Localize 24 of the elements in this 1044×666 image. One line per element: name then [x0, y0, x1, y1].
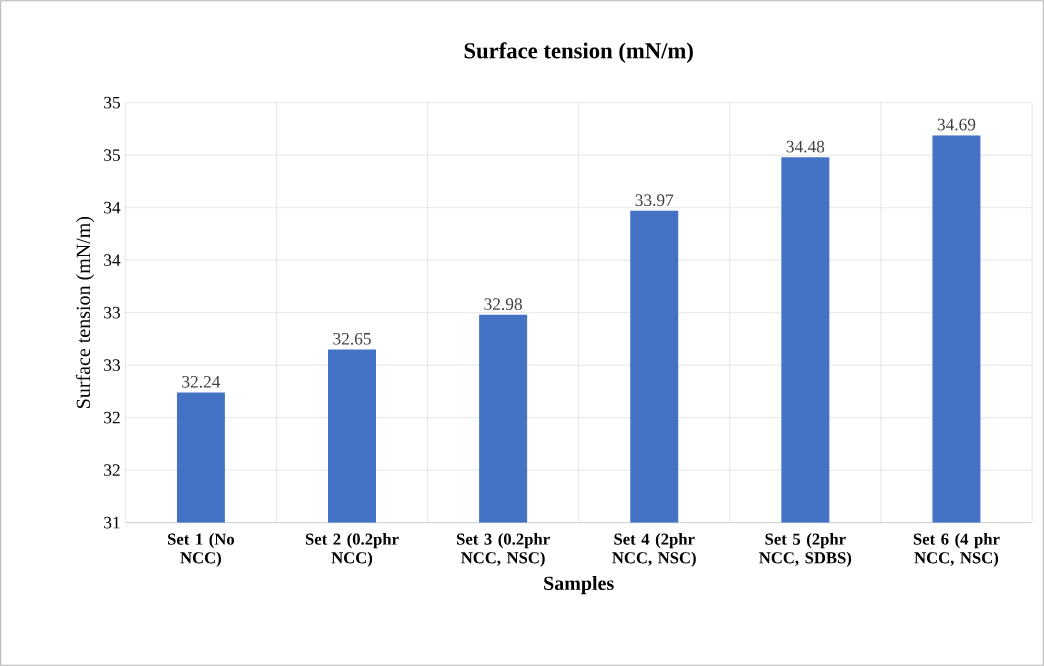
y-tick-label: 33 — [104, 359, 120, 371]
chart-title: Surface tension (mN/m) — [464, 42, 693, 64]
y-tick-label: 35 — [104, 96, 120, 109]
data-label: 34.48 — [786, 140, 825, 153]
x-tick-label: Set 2 (0.2phr NCC) — [305, 533, 399, 567]
data-label: 34.69 — [937, 118, 976, 131]
y-tick-label: 33 — [104, 306, 120, 319]
data-label: 32.65 — [333, 332, 371, 345]
data-label: 33.97 — [635, 194, 674, 207]
y-tick-label: 35 — [104, 149, 120, 161]
x-axis-title: Samples — [544, 576, 614, 595]
y-tick-label: 34 — [104, 254, 121, 266]
data-label: 32.24 — [182, 376, 221, 388]
x-tick-label: Set 4 (2phr NCC, NSC) — [612, 533, 696, 567]
y-tick-label: 32 — [104, 464, 120, 476]
x-tick-label: Set 1 (No NCC) — [167, 533, 235, 567]
y-tick-label: 31 — [104, 516, 120, 529]
data-label: 32.98 — [484, 298, 522, 311]
y-tick-label: 34 — [104, 201, 121, 214]
x-tick-label: Set 5 (2phr NCC, SDBS) — [759, 533, 852, 567]
x-tick-label: Set 6 (4 phr NCC, NSC) — [913, 533, 1000, 567]
y-axis-title: Surface tension (mN/m) — [75, 216, 95, 408]
y-tick-label: 32 — [104, 411, 120, 424]
x-tick-label: Set 3 (0.2phr NCC, NSC) — [457, 533, 550, 567]
